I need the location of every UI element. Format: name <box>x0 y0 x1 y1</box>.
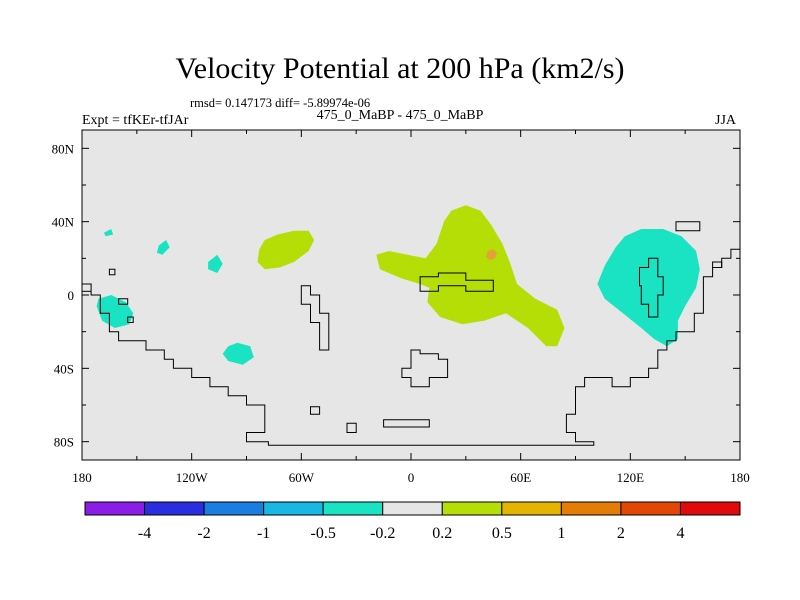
coastline <box>401 349 449 388</box>
colorbar-label: -2 <box>197 525 210 542</box>
coastline <box>82 248 740 446</box>
y-tick-label: 40S <box>54 361 74 376</box>
colorbar-swatch <box>501 501 562 516</box>
colorbar-label: -0.2 <box>370 525 395 542</box>
coastline <box>108 268 116 276</box>
coastline <box>419 272 494 292</box>
contour-region <box>376 205 565 347</box>
colorbar-label: -0.5 <box>311 525 336 542</box>
colorbar-swatch <box>441 501 503 516</box>
season-label: JJA <box>715 113 737 128</box>
coastline <box>118 298 129 305</box>
coastline <box>127 316 134 323</box>
chart-subtitle: 475_0_MaBP - 475_0_MaBP <box>316 108 484 123</box>
contour-region <box>96 295 134 328</box>
contour-region <box>156 240 170 255</box>
colorbar-swatch <box>620 501 681 516</box>
coastline <box>300 285 330 351</box>
experiment-label: Expt = tfKEr-tfJAr <box>82 113 189 128</box>
contour-region <box>103 229 114 237</box>
colorbar-label: 0.5 <box>492 525 512 542</box>
coastlines <box>82 221 740 446</box>
x-tick-label: 0 <box>408 470 415 485</box>
colorbar-label: -1 <box>257 525 270 542</box>
x-axis: 180 120W 60W 0 60E 120E 180 <box>72 130 750 485</box>
x-tick-label: 60W <box>289 470 315 485</box>
colorbar-swatch <box>263 501 324 516</box>
coastline <box>712 261 723 268</box>
colorbar-swatch <box>679 501 741 516</box>
coastline <box>383 419 430 428</box>
colorbar-swatch <box>203 501 265 516</box>
colorbar-label: 2 <box>617 525 625 542</box>
x-tick-label: 180 <box>730 470 750 485</box>
contour-region <box>222 342 254 365</box>
y-axis: 80N 40N 0 40S 80S <box>52 141 740 450</box>
colorbar-label: 0.2 <box>432 525 452 542</box>
coastline <box>639 257 664 318</box>
x-tick-label: 180 <box>72 470 92 485</box>
colorbar-swatch <box>560 501 622 516</box>
contour-region <box>208 254 223 273</box>
x-tick-label: 120E <box>617 470 645 485</box>
contour-regions <box>96 205 700 365</box>
x-tick-label: 120W <box>176 470 209 485</box>
y-tick-label: 0 <box>68 288 75 303</box>
colorbar-swatch <box>84 501 146 516</box>
x-tick-label: 60E <box>510 470 531 485</box>
colorbar-label: -4 <box>138 525 151 542</box>
stats-line: rmsd= 0.147173 diff= -5.89974e-06 <box>190 96 371 110</box>
contour-region <box>597 229 700 347</box>
colorbar-swatch <box>382 501 443 516</box>
colorbar-label: 4 <box>676 525 684 542</box>
coastline <box>310 406 321 415</box>
colorbar-label: 1 <box>557 525 565 542</box>
colorbar-swatch <box>322 501 384 516</box>
coastline <box>346 422 357 433</box>
colorbar: -4 -2 -1 -0.5 -0.2 0.2 0.5 1 2 4 <box>84 501 741 542</box>
chart-title: Velocity Potential at 200 hPa (km2/s) <box>175 52 625 85</box>
y-tick-label: 80S <box>54 435 74 450</box>
y-tick-label: 40N <box>52 215 75 230</box>
contour-region <box>257 230 315 270</box>
colorbar-swatch <box>144 501 205 516</box>
coastline <box>675 221 701 232</box>
contour-region <box>485 249 497 261</box>
y-tick-label: 80N <box>52 141 75 156</box>
